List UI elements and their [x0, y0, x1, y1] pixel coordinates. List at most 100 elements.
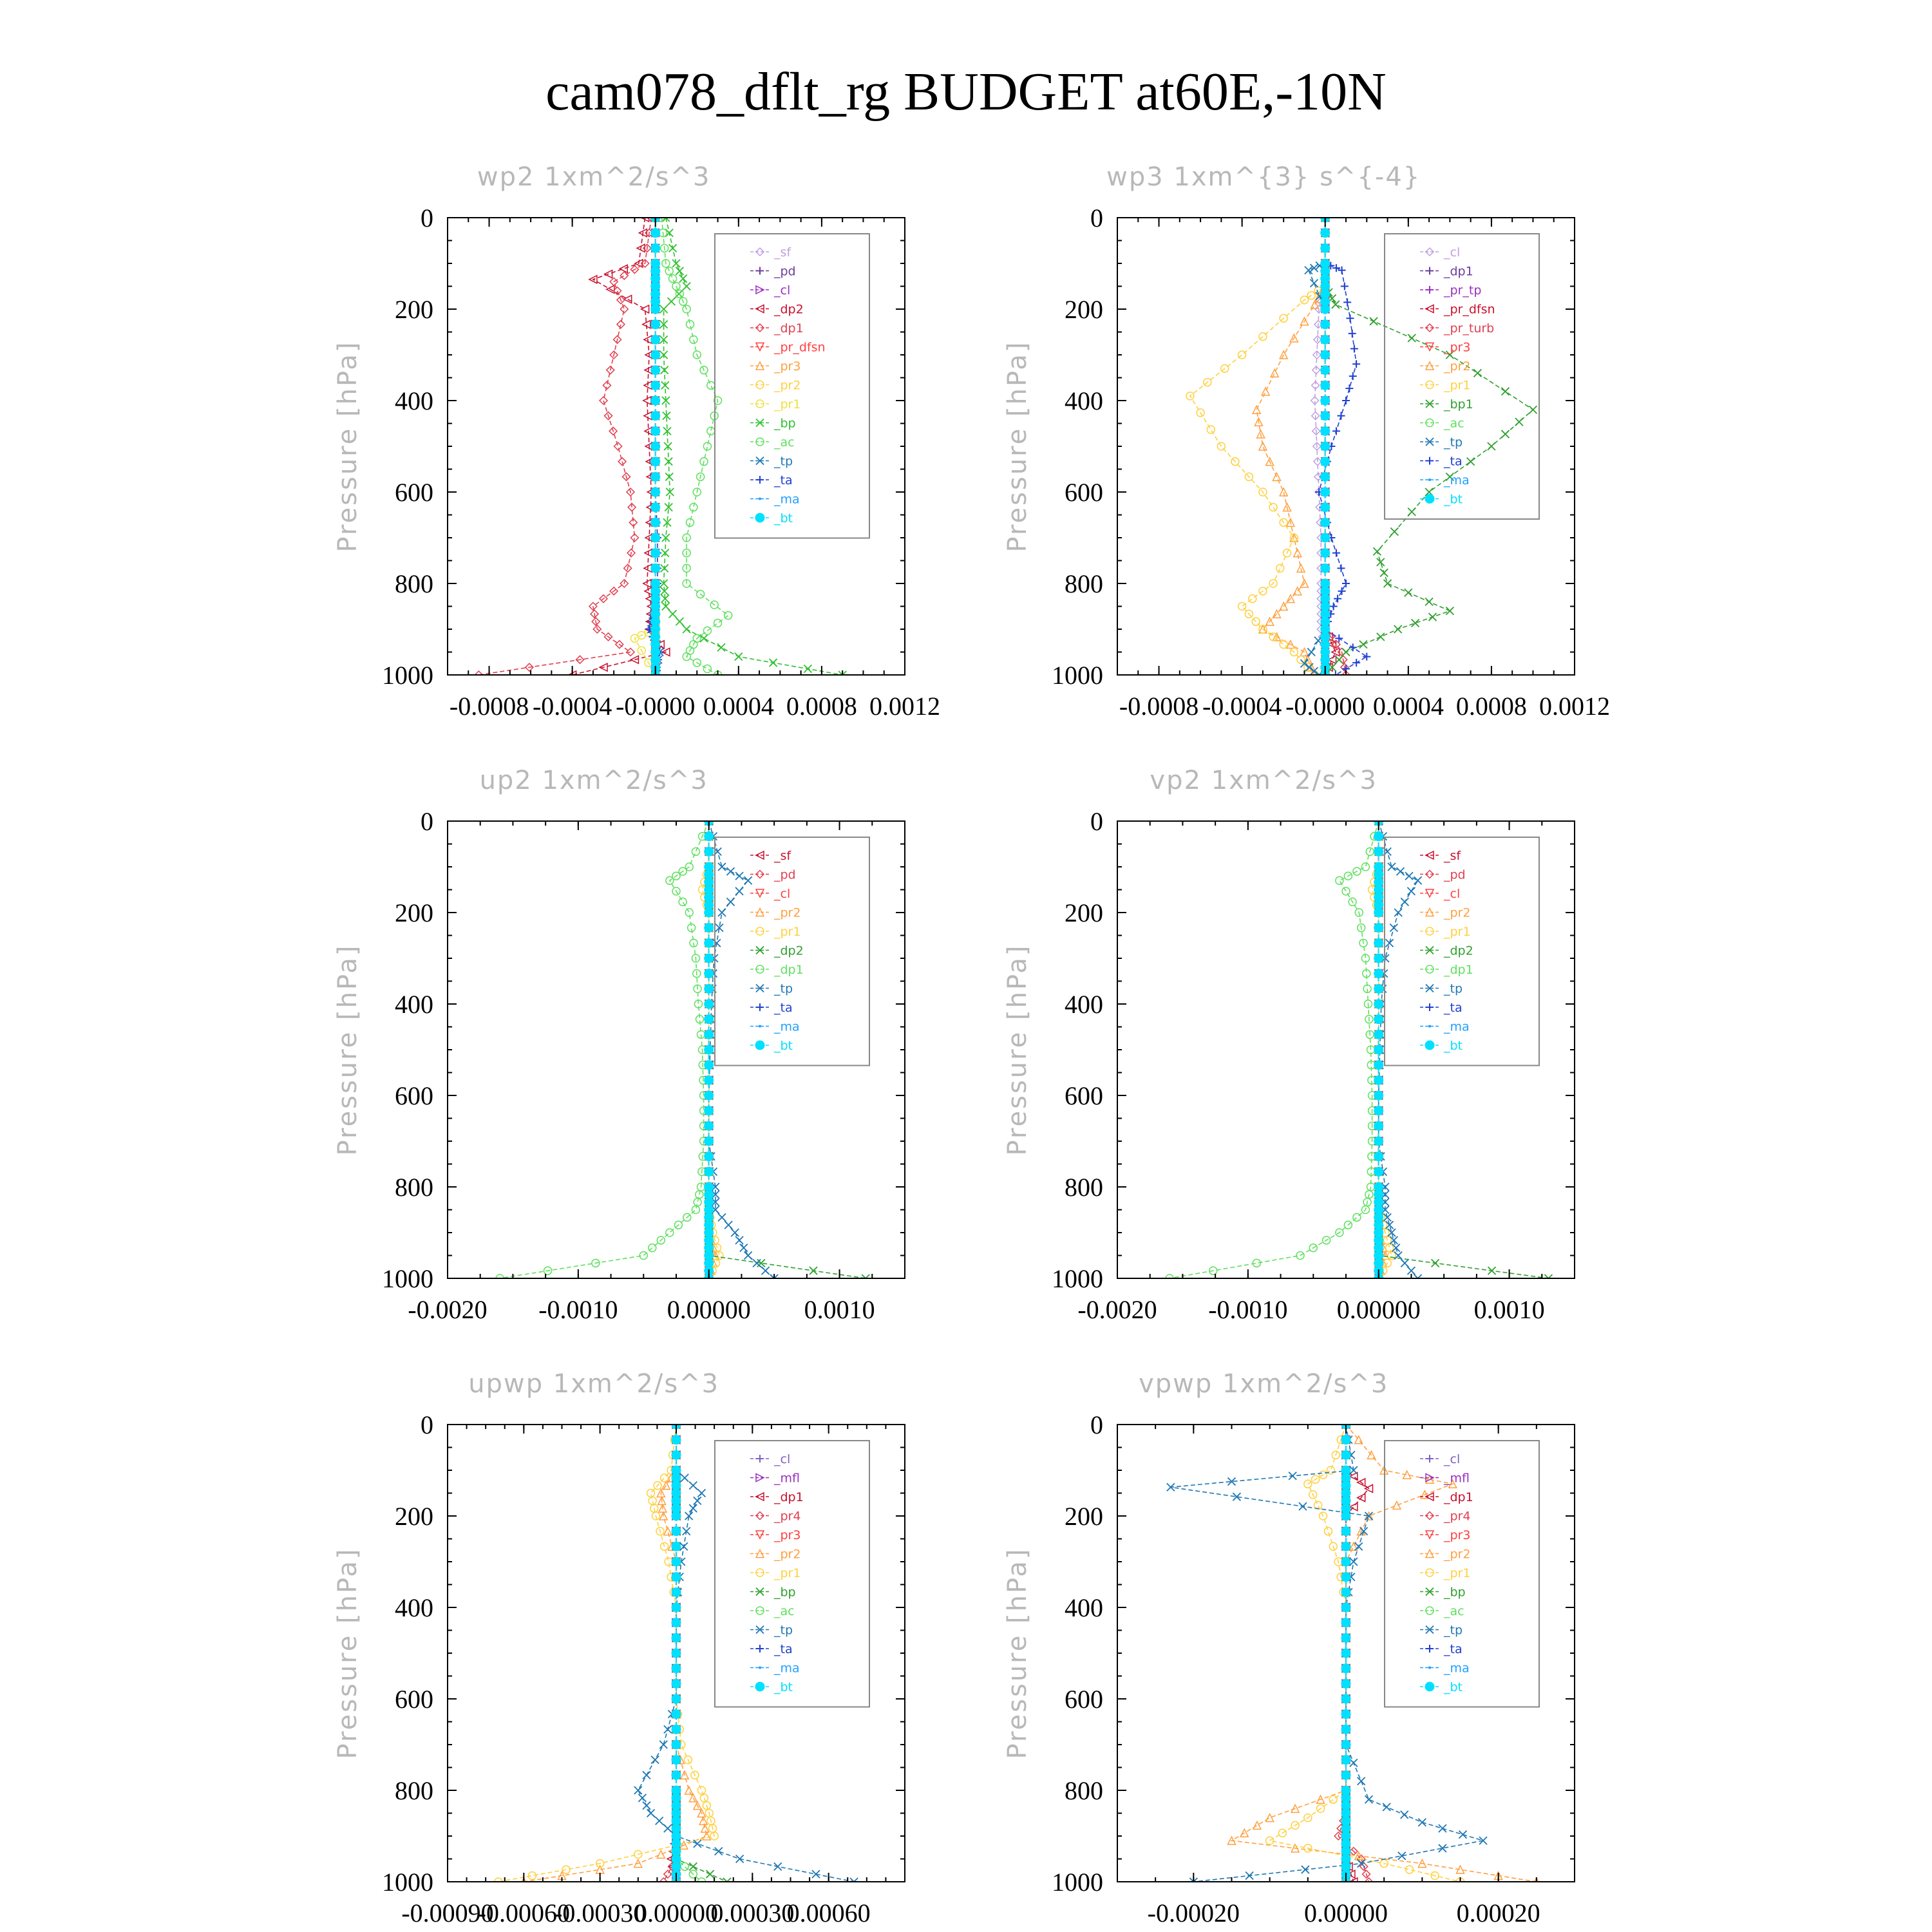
data-point [687, 923, 696, 933]
data-point [1300, 316, 1309, 326]
data-point [704, 938, 714, 948]
data-point [691, 1205, 701, 1215]
data-point [724, 1220, 733, 1229]
data-point [717, 643, 726, 652]
data-point [735, 871, 744, 880]
data-point [688, 1793, 698, 1803]
series-dp2 [1374, 821, 1553, 1278]
series-dp1 [1165, 821, 1383, 1278]
legend-marker [1425, 1040, 1435, 1050]
legend-marker [755, 1587, 764, 1596]
data-point [1252, 404, 1262, 414]
data-point [689, 335, 698, 345]
data-point [770, 1274, 779, 1278]
chart-panel-2: wp3 1xm^{3} s^{-4} Pressure [hPa] 0 200 400 6… [1003, 162, 1610, 721]
data-point [1364, 1877, 1374, 1882]
legend-label: _ac [1443, 417, 1464, 431]
data-point [1307, 647, 1316, 657]
data-point [671, 1663, 681, 1674]
legend-marker [756, 476, 764, 484]
legend-label: _dp2 [1443, 944, 1473, 958]
data-point [543, 1266, 553, 1275]
data-point [1376, 558, 1385, 567]
series-dp1 [474, 218, 656, 675]
data-point [1298, 1502, 1307, 1511]
data-point [1349, 1877, 1358, 1882]
data-point [1406, 1266, 1416, 1275]
data-point [650, 380, 661, 390]
data-point [1365, 847, 1374, 857]
data-point [639, 218, 650, 223]
data-point [1356, 923, 1366, 933]
legend-marker [755, 965, 764, 974]
data-point [658, 1503, 668, 1513]
legend-label: _bt [1443, 1039, 1463, 1053]
data-point [682, 1527, 691, 1536]
data-point [1320, 533, 1331, 543]
x-tick-label: 0.00030 [710, 1899, 794, 1927]
data-point [661, 396, 670, 405]
data-point [605, 365, 615, 375]
data-point [1189, 1877, 1198, 1882]
data-point [592, 624, 602, 634]
legend-label: _dp1 [1443, 963, 1473, 977]
data-point [650, 441, 661, 451]
legend-marker [755, 380, 764, 390]
data-point [1374, 1166, 1384, 1177]
data-point [682, 305, 691, 314]
data-point [1291, 1821, 1300, 1830]
data-point [638, 1794, 647, 1803]
data-point [752, 1258, 761, 1267]
data-point [1340, 663, 1349, 672]
data-point [650, 304, 661, 314]
y-tick-label: 1000 [382, 1264, 433, 1293]
data-point [1334, 655, 1343, 664]
data-point [1309, 1243, 1318, 1253]
legend-marker [756, 1645, 764, 1653]
data-point [625, 647, 636, 657]
data-point [663, 442, 672, 451]
legend-marker [1425, 1492, 1434, 1502]
data-point [650, 1756, 659, 1765]
data-point [1265, 1836, 1274, 1845]
legend-marker [1425, 380, 1434, 390]
data-point [1265, 1812, 1274, 1823]
data-point [621, 472, 631, 482]
legend-marker [1425, 927, 1434, 936]
x-tick-label: -0.0010 [1208, 1295, 1287, 1324]
legend-label: _ma [1443, 473, 1470, 488]
data-point [1359, 938, 1368, 948]
data-point [704, 923, 714, 933]
data-point [1357, 1859, 1366, 1868]
data-point [671, 1435, 681, 1445]
data-point [1269, 368, 1280, 378]
data-point [671, 1724, 681, 1734]
data-point [1394, 908, 1403, 917]
x-tick-label: -0.00060 [478, 1899, 570, 1927]
data-point [1309, 263, 1319, 272]
data-point [735, 887, 744, 896]
data-point [1487, 442, 1496, 451]
data-point [1400, 1258, 1409, 1267]
legend-label: _bp [773, 417, 796, 431]
data-point [1316, 1794, 1325, 1804]
data-point [1343, 871, 1353, 880]
legend-label: _pr2 [1443, 1548, 1470, 1562]
data-point [1269, 502, 1278, 512]
data-point [1272, 632, 1282, 641]
data-point [680, 1862, 689, 1871]
data-point [1303, 1844, 1312, 1853]
data-point [650, 334, 661, 345]
legend-label: _bt [773, 1680, 793, 1694]
data-point [1289, 647, 1299, 657]
legend-marker [1425, 869, 1435, 879]
legend-label: _pr1 [1443, 925, 1470, 939]
data-point [1349, 1557, 1358, 1566]
legend-marker [755, 1040, 765, 1050]
data-point [682, 625, 691, 634]
data-point [683, 1213, 692, 1222]
data-point [1269, 579, 1278, 588]
data-point [656, 1488, 666, 1498]
data-point [1376, 632, 1385, 641]
